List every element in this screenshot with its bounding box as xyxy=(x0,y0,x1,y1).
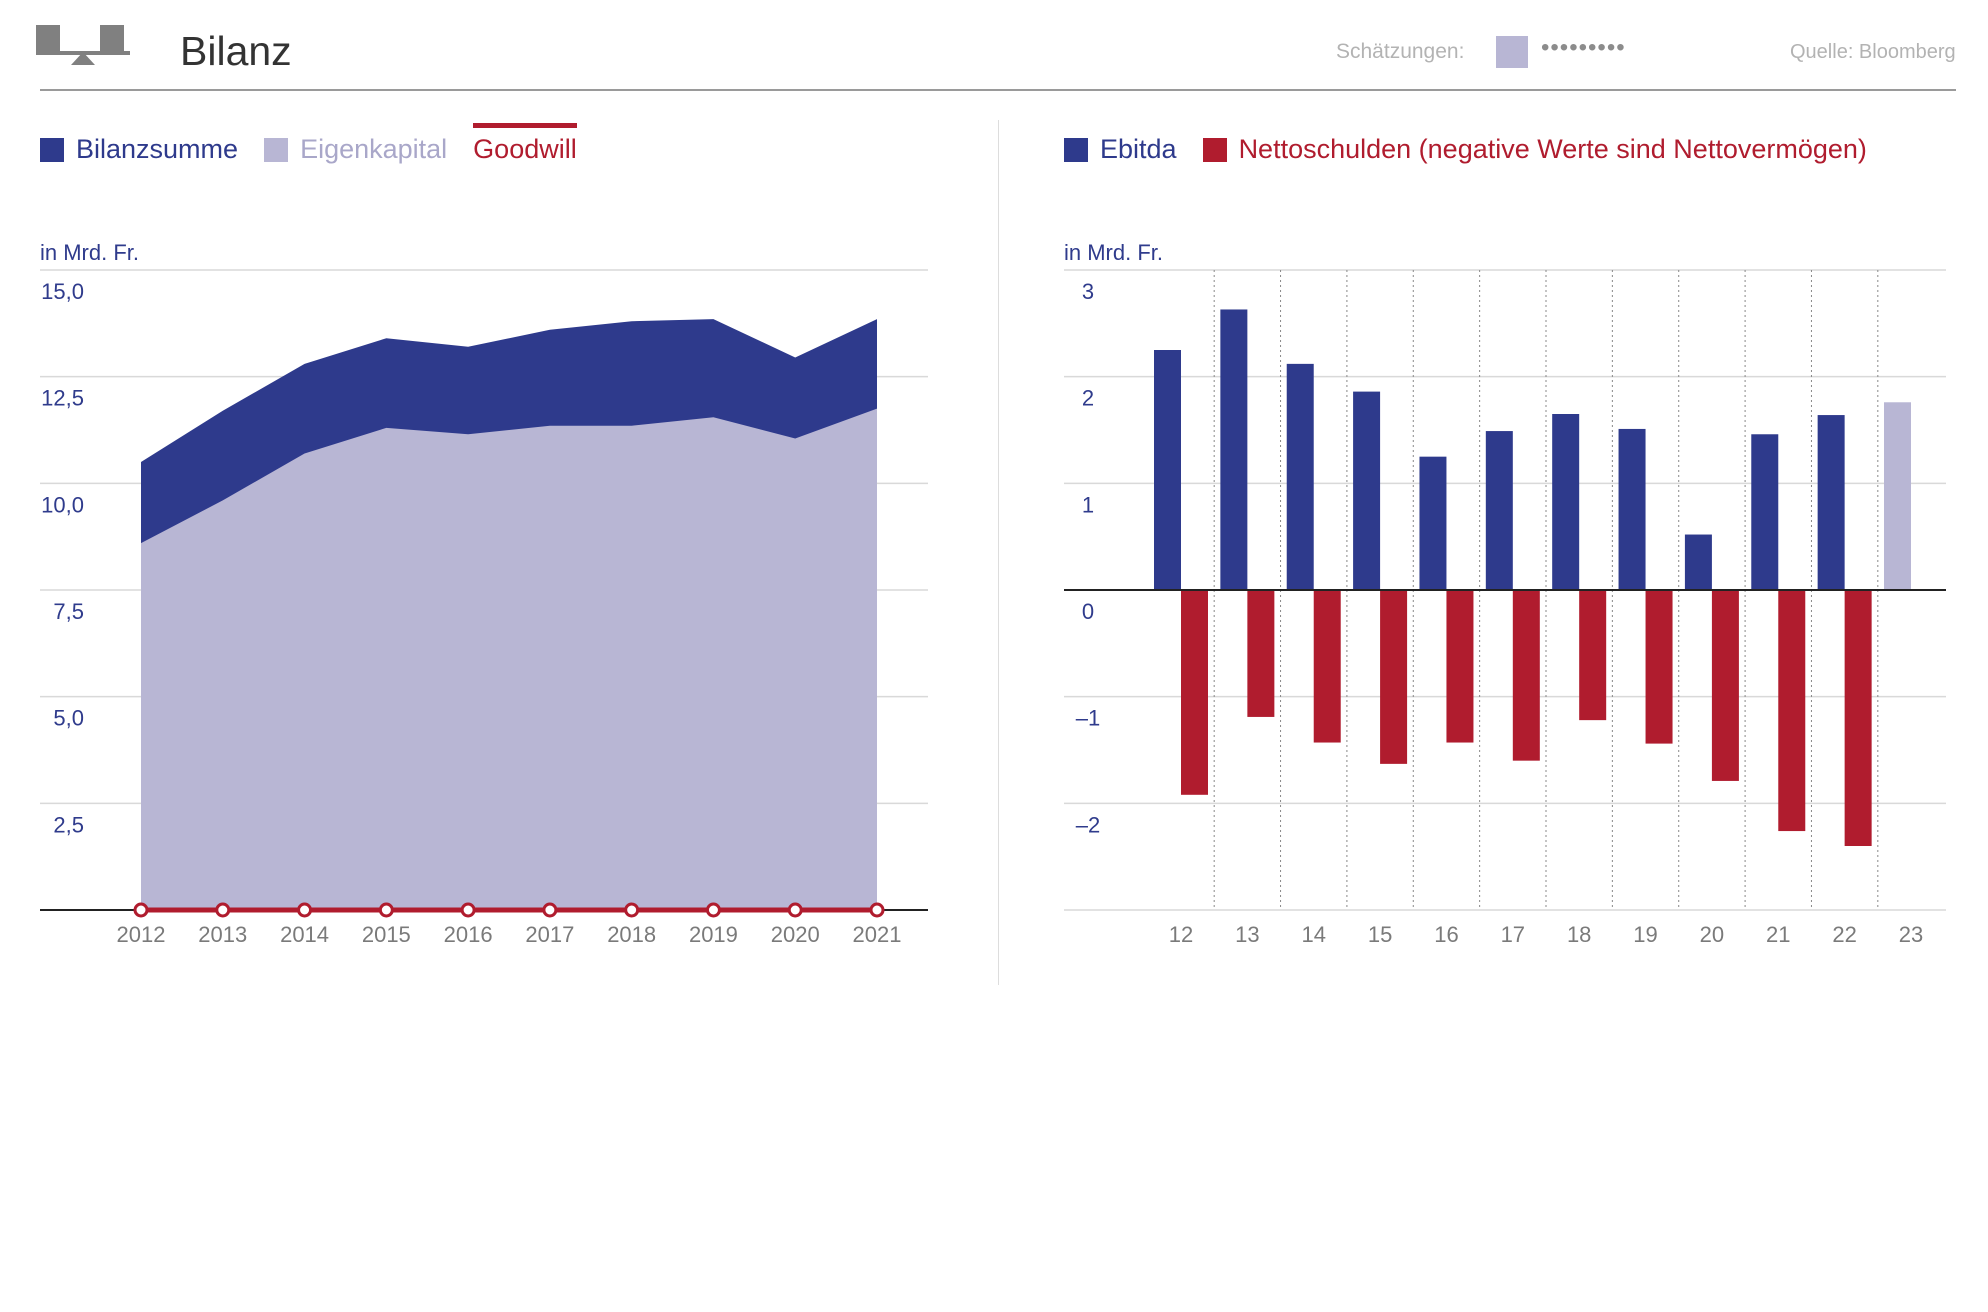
x-tick-label: 2019 xyxy=(689,922,738,947)
goodwill-point xyxy=(460,902,476,918)
goodwill-point xyxy=(133,902,149,918)
y-tick-label: –2 xyxy=(1076,812,1100,837)
bar-nettoschulden xyxy=(1446,590,1474,743)
bar-ebitda xyxy=(1552,414,1580,590)
legend-item-eigenkapital: Eigenkapital xyxy=(264,134,447,165)
legend-item-nettoschulden: Nettoschulden (negative Werte sind Netto… xyxy=(1202,134,1867,165)
x-tick-label: 20 xyxy=(1700,922,1724,947)
y-tick-label: 10,0 xyxy=(41,492,84,517)
bar-nettoschulden xyxy=(1380,590,1408,764)
bar-nettoschulden xyxy=(1313,590,1341,743)
y-tick-label: –1 xyxy=(1076,706,1100,731)
y-tick-label: 2 xyxy=(1082,386,1094,411)
y-tick-label: 5,0 xyxy=(53,706,84,731)
legend-swatch-eigenkapital xyxy=(264,137,289,162)
goodwill-point xyxy=(378,902,394,918)
y-tick-label: 2,5 xyxy=(53,812,84,837)
bar-ebitda xyxy=(1419,456,1447,590)
panel-divider xyxy=(998,120,999,985)
bar-ebitda xyxy=(1485,431,1513,590)
legend-label-nettoschulden: Nettoschulden (negative Werte sind Netto… xyxy=(1238,134,1867,164)
x-tick-label: 14 xyxy=(1301,922,1325,947)
bar-ebitda xyxy=(1817,415,1845,590)
source-label: Quelle: Bloomberg xyxy=(1790,41,1956,63)
bar-nettoschulden xyxy=(1579,590,1607,721)
legend-line-goodwill xyxy=(473,123,577,128)
bar-ebitda-estimate xyxy=(1884,402,1911,590)
x-tick-label: 23 xyxy=(1899,922,1923,947)
legend-item-bilanzsumme: Bilanzsumme xyxy=(40,134,238,165)
x-tick-label: 2018 xyxy=(607,922,656,947)
goodwill-point xyxy=(624,902,640,918)
bar-ebitda xyxy=(1286,363,1314,590)
estimate-swatch xyxy=(1496,36,1528,68)
goodwill-point xyxy=(297,902,313,918)
legend-swatch-nettoschulden xyxy=(1202,137,1227,162)
bar-ebitda xyxy=(1154,350,1181,590)
legend-swatch-bilanzsumme xyxy=(40,137,64,162)
legend-right: Ebitda Nettoschulden (negative Werte sin… xyxy=(1064,134,1893,165)
legend-label-ebitda: Ebitda xyxy=(1100,134,1177,164)
balance-scale-icon xyxy=(36,25,130,65)
page-title: Bilanz xyxy=(180,28,292,74)
legend-item-ebitda: Ebitda xyxy=(1064,134,1177,165)
x-tick-label: 21 xyxy=(1766,922,1790,947)
x-tick-label: 2014 xyxy=(280,922,329,947)
legend-label-goodwill: Goodwill xyxy=(473,134,577,164)
estimate-dotted-line: ••••••••• xyxy=(1541,34,1626,61)
bar-ebitda xyxy=(1684,534,1712,590)
x-tick-label: 2015 xyxy=(362,922,411,947)
x-tick-label: 2012 xyxy=(117,922,166,947)
x-tick-label: 2016 xyxy=(444,922,493,947)
bar-nettoschulden xyxy=(1645,590,1673,744)
x-tick-label: 13 xyxy=(1235,922,1259,947)
legend-swatch-ebitda xyxy=(1064,137,1088,162)
x-tick-label: 17 xyxy=(1501,922,1525,947)
goodwill-point xyxy=(869,902,885,918)
y-tick-label: 1 xyxy=(1082,492,1094,517)
y-tick-label: 12,5 xyxy=(41,386,84,411)
legend-label-bilanzsumme: Bilanzsumme xyxy=(76,134,239,164)
x-tick-label: 2013 xyxy=(198,922,247,947)
y-tick-label: 15,0 xyxy=(41,279,84,304)
legend-left: Bilanzsumme Eigenkapital Goodwill xyxy=(40,123,603,165)
area-eigenkapital xyxy=(141,408,877,910)
estimates-label: Schätzungen: xyxy=(1336,40,1465,63)
x-tick-label: 2017 xyxy=(525,922,574,947)
bar-ebitda xyxy=(1353,391,1381,590)
legend-item-goodwill: Goodwill xyxy=(473,123,577,165)
bar-nettoschulden xyxy=(1844,590,1872,846)
y-tick-label: 0 xyxy=(1082,599,1094,624)
bar-nettoschulden xyxy=(1247,590,1275,717)
x-tick-label: 19 xyxy=(1633,922,1657,947)
x-tick-label: 2020 xyxy=(771,922,820,947)
bar-nettoschulden xyxy=(1778,590,1806,832)
header-divider xyxy=(40,89,1956,91)
bar-ebitda xyxy=(1220,309,1248,590)
x-tick-label: 12 xyxy=(1169,922,1193,947)
legend-label-eigenkapital: Eigenkapital xyxy=(300,134,448,164)
x-tick-label: 16 xyxy=(1434,922,1458,947)
goodwill-point xyxy=(705,902,721,918)
goodwill-point xyxy=(542,902,558,918)
x-tick-label: 22 xyxy=(1832,922,1856,947)
unit-label-right: in Mrd. Fr. xyxy=(1064,240,1164,265)
unit-label-left: in Mrd. Fr. xyxy=(40,240,140,265)
bar-ebitda xyxy=(1751,434,1779,590)
y-tick-label: 3 xyxy=(1082,279,1094,304)
bar-ebitda xyxy=(1618,428,1646,590)
x-tick-label: 15 xyxy=(1368,922,1392,947)
bar-nettoschulden xyxy=(1181,590,1208,795)
goodwill-point xyxy=(215,902,231,918)
bar-nettoschulden xyxy=(1512,590,1540,761)
x-tick-label: 18 xyxy=(1567,922,1591,947)
goodwill-point xyxy=(787,902,803,918)
x-tick-label: 2021 xyxy=(853,922,902,947)
bar-nettoschulden xyxy=(1711,590,1739,781)
y-tick-label: 7,5 xyxy=(53,599,84,624)
